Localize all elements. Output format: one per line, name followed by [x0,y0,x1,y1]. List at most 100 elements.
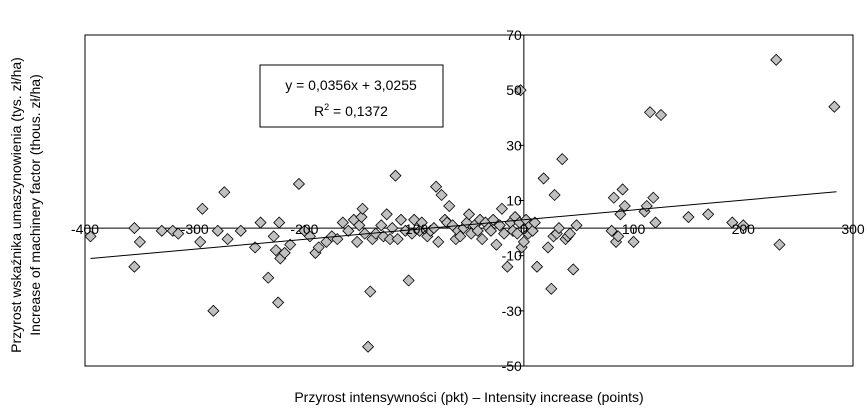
data-point [517,235,530,248]
x-tick-label: -100 [400,221,428,237]
data-point [194,235,207,248]
r-squared-value: = 0,1372 [329,103,388,119]
data-point [682,210,695,224]
data-point [570,219,583,232]
x-tick-label: 200 [732,221,756,237]
data-point [471,224,484,237]
data-point [361,340,375,353]
data-point [207,304,220,317]
data-point [605,224,618,237]
data-point [172,227,185,240]
data-point [702,208,715,221]
data-point [402,274,415,287]
data-point [511,227,524,240]
data-point [616,183,629,196]
data-point [133,235,146,248]
x-tick-label: 100 [622,221,646,237]
y-tick-label: 50 [506,82,522,98]
data-point [234,224,247,237]
data-point [541,241,555,254]
data-point [196,202,209,215]
data-point [443,199,456,213]
r-squared-prefix: R [314,103,324,119]
data-point [351,235,364,248]
data-point [545,282,558,295]
y-axis-title-line-2: Increase of machinery factor (thous. zł/… [27,74,43,335]
data-point [155,224,168,237]
data-point [649,216,662,229]
data-point [526,224,539,237]
data-point [530,260,544,273]
data-point [84,230,97,243]
data-point [618,199,631,213]
data-point [336,216,349,229]
data-point [272,296,285,309]
y-tick-label: 70 [506,27,522,43]
data-point [312,241,325,254]
data-point [514,84,527,97]
data-point [391,233,404,246]
data-point [501,260,514,273]
data-point [128,222,141,235]
data-point [556,153,569,166]
data-point [828,100,841,113]
data-point [284,238,297,251]
r-squared: R2 = 0,1372 [314,102,388,119]
data-point [292,177,306,191]
x-tick-label: 300 [841,221,865,237]
y-tick-label: 30 [506,137,522,153]
data-points [84,53,841,353]
data-point [375,219,388,232]
data-point [454,230,467,243]
y-tick-label: -30 [502,303,522,319]
y-tick-label: -10 [502,248,522,264]
data-point [643,106,657,119]
data-point [415,216,428,229]
data-point [435,188,448,202]
data-point [262,271,275,284]
trendline-equation: y = 0,0356x + 3,0255 [285,77,417,93]
x-axis-title: Przyrost intensywności (pkt) – Intensity… [294,389,643,405]
data-point [353,219,366,232]
data-point [254,216,267,229]
data-point [654,108,668,122]
data-point [490,238,503,251]
x-tick-label: 0 [520,221,528,237]
trendline [90,191,837,260]
data-point [495,202,508,215]
data-point [627,235,640,248]
equation-box: y = 0,0356x + 3,0255 R2 = 0,1372 [259,64,444,128]
data-point [773,238,786,251]
data-point [389,169,402,182]
y-axis-title-line-1: Przyrost wskaźnika umaszynowienia (tys. … [8,57,24,353]
data-point [380,208,393,221]
data-point [737,219,750,232]
data-point [355,210,368,224]
data-point [394,213,408,226]
data-point [647,191,660,204]
data-point [567,263,580,276]
data-point [612,230,625,243]
data-point [563,227,577,240]
data-point [770,53,783,66]
y-tick-label: 10 [506,193,522,209]
data-point [364,285,377,298]
data-point [462,208,476,221]
data-point [430,180,443,193]
data-point [128,260,141,273]
data-point [356,202,369,215]
r-squared-superscript: 2 [324,102,329,112]
data-point [528,216,541,229]
data-point [278,246,291,259]
data-point [221,233,234,246]
x-tick-label: -300 [181,221,209,237]
data-point [607,191,620,204]
data-point [248,241,262,254]
y-tick-label: -50 [502,358,522,374]
data-point [726,216,739,229]
data-point [537,172,550,185]
x-tick-label: -400 [71,221,99,237]
data-point [218,186,231,199]
data-point [342,224,355,237]
